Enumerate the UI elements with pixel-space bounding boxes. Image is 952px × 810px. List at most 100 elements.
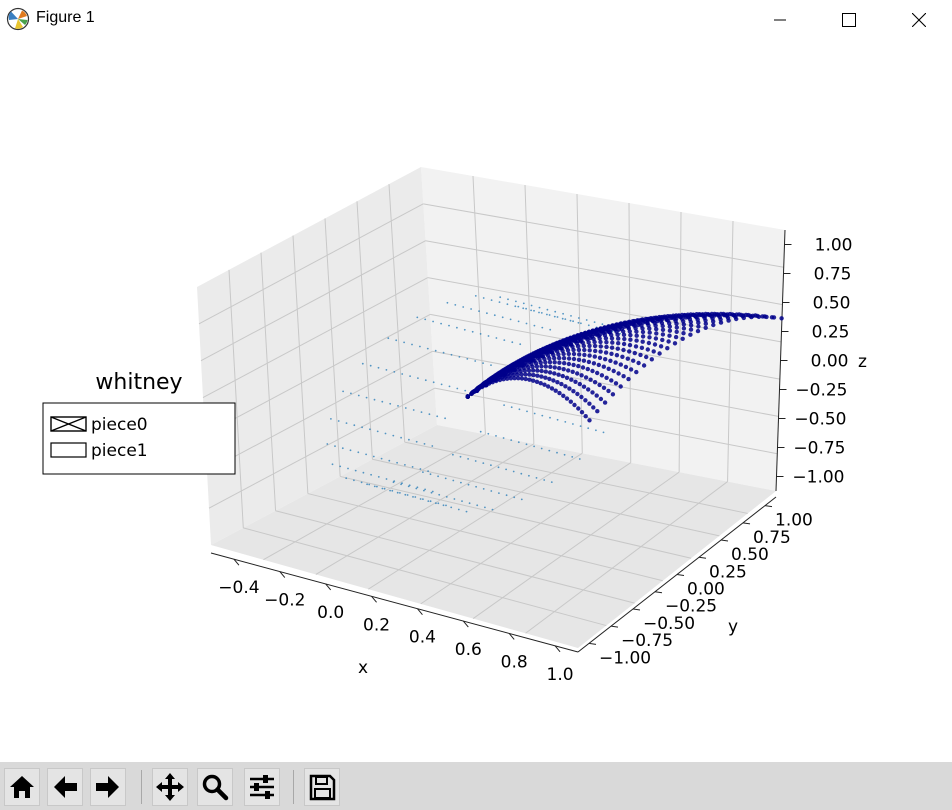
data-point-piece1 xyxy=(538,306,541,309)
data-point-piece0 xyxy=(592,354,597,359)
legend-patch-piece0 xyxy=(50,416,87,432)
data-point-piece0 xyxy=(523,372,528,377)
data-point-piece1 xyxy=(587,324,590,327)
save-button[interactable] xyxy=(304,768,340,806)
data-point-piece1 xyxy=(526,410,528,413)
data-point-piece0 xyxy=(587,401,592,406)
zoom-button[interactable] xyxy=(197,768,233,806)
data-point-piece1 xyxy=(353,479,355,482)
data-point-piece0 xyxy=(640,339,645,344)
maximize-button[interactable] xyxy=(826,0,872,40)
data-point-piece0 xyxy=(519,376,525,381)
gridline xyxy=(372,458,720,537)
data-point-piece1 xyxy=(337,420,340,422)
gridline xyxy=(260,252,277,511)
data-point-piece0 xyxy=(575,344,581,349)
data-point-piece1 xyxy=(429,500,432,503)
x-tick xyxy=(462,620,469,628)
data-point-piece0 xyxy=(634,369,639,375)
data-point-piece1 xyxy=(513,496,516,499)
data-point-piece0 xyxy=(726,318,731,323)
data-point-piece0 xyxy=(616,371,621,376)
data-point-piece1 xyxy=(564,318,567,320)
data-point-piece1 xyxy=(457,508,460,511)
data-point-piece0 xyxy=(569,377,574,382)
data-point-piece1 xyxy=(482,297,485,299)
data-point-piece1 xyxy=(407,485,410,488)
data-point-piece1 xyxy=(476,504,479,507)
toolbar-separator xyxy=(293,770,294,804)
data-point-piece0 xyxy=(590,368,595,374)
data-point-piece0 xyxy=(586,359,592,365)
data-point-piece1 xyxy=(540,312,543,314)
y-tick xyxy=(654,591,663,594)
data-point-piece1 xyxy=(572,320,574,323)
data-point-piece1 xyxy=(419,468,422,470)
data-point-piece0 xyxy=(563,384,568,389)
data-point-piece0 xyxy=(539,368,544,374)
x-tick-label: 1.0 xyxy=(547,665,574,685)
data-point-piece0 xyxy=(718,320,724,325)
data-point-piece1 xyxy=(339,465,342,468)
data-point-piece1 xyxy=(437,475,439,478)
data-point-piece1 xyxy=(362,471,365,474)
data-point-piece0 xyxy=(634,338,639,343)
data-point-piece1 xyxy=(577,317,580,319)
data-point-piece0 xyxy=(764,314,769,320)
data-point-piece1 xyxy=(368,483,371,486)
data-point-piece1 xyxy=(397,405,399,407)
data-point-piece1 xyxy=(456,387,459,390)
data-point-piece0 xyxy=(756,314,762,319)
data-point-piece1 xyxy=(593,321,596,323)
data-point-piece1 xyxy=(412,496,414,498)
data-point-piece1 xyxy=(369,364,372,367)
data-point-piece1 xyxy=(438,493,441,496)
data-point-piece0 xyxy=(581,384,587,389)
matplotlib-icon xyxy=(6,7,30,31)
data-point-piece1 xyxy=(462,306,465,308)
data-point-piece1 xyxy=(373,485,376,488)
data-point-piece0 xyxy=(561,356,567,361)
data-point-piece1 xyxy=(437,502,440,505)
gridline xyxy=(727,220,734,482)
data-point-piece0 xyxy=(543,375,548,380)
data-point-piece0 xyxy=(603,350,609,355)
data-point-piece0 xyxy=(591,405,596,410)
close-button[interactable] xyxy=(896,0,942,40)
data-point-piece1 xyxy=(467,458,469,460)
data-point-piece0 xyxy=(614,353,620,358)
data-point-piece1 xyxy=(506,303,509,306)
arrow-right-icon xyxy=(96,776,119,798)
data-point-piece0 xyxy=(568,399,573,404)
home-button[interactable] xyxy=(4,768,40,806)
data-point-piece1 xyxy=(533,309,535,312)
data-point-piece0 xyxy=(564,375,570,380)
data-point-piece1 xyxy=(467,483,470,486)
data-point-piece1 xyxy=(468,502,471,505)
data-point-piece1 xyxy=(416,316,419,319)
gridline xyxy=(432,350,779,417)
data-point-piece1 xyxy=(400,483,402,486)
data-point-piece0 xyxy=(531,378,536,383)
figure-canvas[interactable]: −0.4−0.20.00.20.40.60.81.0−1.00−0.75−0.5… xyxy=(0,40,952,762)
data-point-piece0 xyxy=(660,327,666,332)
data-point-piece1 xyxy=(491,508,494,511)
data-point-piece0 xyxy=(587,418,592,423)
data-point-piece0 xyxy=(534,364,540,369)
data-point-piece1 xyxy=(549,328,552,331)
data-point-piece0 xyxy=(658,344,664,349)
data-point-piece1 xyxy=(569,319,572,322)
data-point-piece0 xyxy=(531,368,536,373)
configure-subplots-button[interactable] xyxy=(244,768,280,806)
x-tick-label: 0.8 xyxy=(501,652,528,672)
data-point-piece0 xyxy=(673,334,679,340)
back-button[interactable] xyxy=(47,768,83,806)
minimize-button[interactable] xyxy=(757,0,803,40)
data-point-piece0 xyxy=(579,394,584,400)
data-point-piece1 xyxy=(385,369,388,371)
data-point-piece0 xyxy=(615,332,620,337)
pan-button[interactable] xyxy=(152,768,188,806)
data-point-piece0 xyxy=(640,329,646,335)
forward-button[interactable] xyxy=(90,768,126,806)
data-point-piece1 xyxy=(479,333,482,335)
